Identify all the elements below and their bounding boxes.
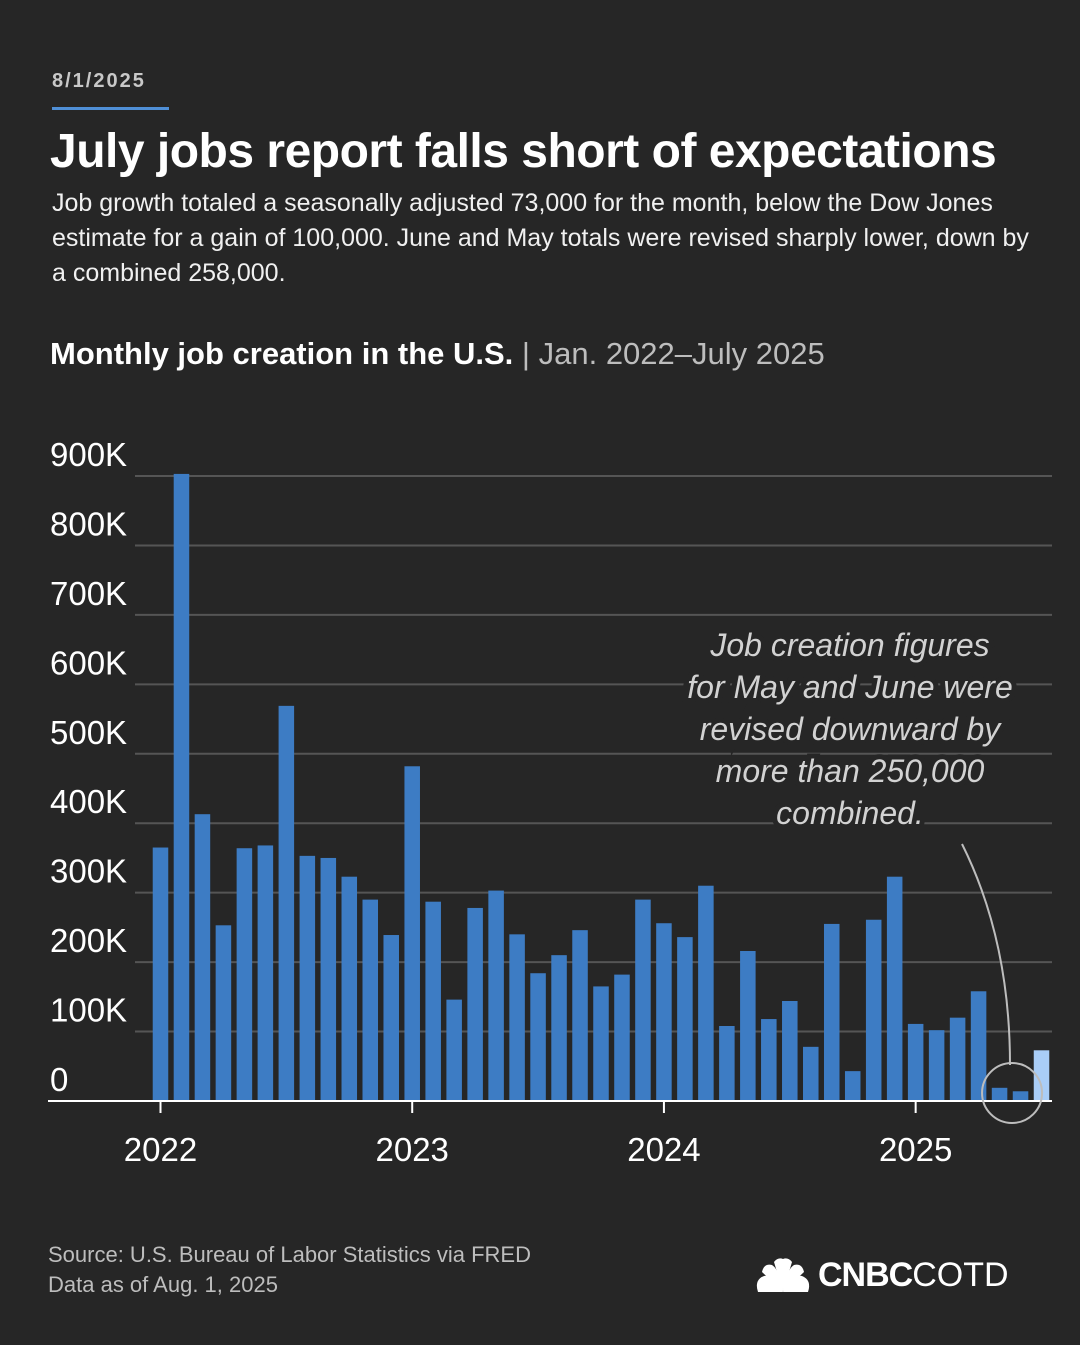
y-tick-label: 0 <box>50 1061 68 1098</box>
bar-nov-2022: Nov 2022: 290,000 <box>362 899 379 1101</box>
page-title: July jobs report falls short of expectat… <box>50 125 997 178</box>
bar-sep-2023: Sep 2023: 246,000 <box>572 930 588 1101</box>
x-tick-label: 2022 <box>124 1131 197 1168</box>
bar-feb-2023: Feb 2023: 287,000 <box>425 901 441 1101</box>
chart-date-range: Jan. 2022–July 2025 <box>538 336 825 371</box>
bar-may-2022: May 2022: 364,000 <box>236 848 253 1101</box>
y-tick-label: 100K <box>50 992 127 1029</box>
chart-title: Monthly job creation in the U.S. <box>50 336 514 371</box>
bar-oct-2023: Oct 2023: 165,000 <box>593 986 609 1101</box>
y-tick-label: 400K <box>50 783 127 820</box>
annotation-connector <box>961 843 1011 1066</box>
data-as-of: Data as of Aug. 1, 2025 <box>48 1272 278 1297</box>
annotation-circle <box>981 1062 1044 1124</box>
bar-jan-2022: Jan 2022: 365,000 <box>152 847 169 1101</box>
annotation-text-line: for May and June were <box>687 669 1013 705</box>
bar-mar-2024: Mar 2024: 310,000 <box>698 885 714 1101</box>
bar-jun-2023: Jun 2023: 240,000 <box>509 934 525 1101</box>
bar-feb-2022: Feb 2022: 903,000 <box>173 473 190 1102</box>
bar-jan-2023: Jan 2023: 482,000 <box>404 766 420 1101</box>
y-tick-label: 600K <box>50 644 127 681</box>
bar-jun-2022: Jun 2022: 368,000 <box>257 845 274 1101</box>
bar-mar-2022: Mar 2022: 413,000 <box>194 814 211 1101</box>
bars: Jan 2022: 365,000Feb 2022: 903,000Mar 20… <box>152 473 1050 1102</box>
bar-may-2024: May 2024: 216,000 <box>740 951 756 1101</box>
bar-dec-2023: Dec 2023: 290,000 <box>635 899 651 1101</box>
y-tick-label: 700K <box>50 575 127 612</box>
y-tick-label: 900K <box>50 436 127 473</box>
annotation-group: Job creation figures for May and June wer… <box>682 622 1044 1124</box>
jobs-bar-chart: 0 100K 200K 300K 400K 500K 600K 700K 800K 900K Ja… <box>48 436 1052 1168</box>
bar-nov-2024: Nov 2024: 261,000 <box>865 919 882 1101</box>
brand-cotd: COTD <box>912 1256 1009 1294</box>
annotation-text-line: more than 250,000 <box>716 753 985 789</box>
bar-dec-2022: Dec 2022: 239,000 <box>383 935 399 1101</box>
bar-mar-2025: Mar 2025: 120,000 <box>949 1017 966 1101</box>
bar-apr-2022: Apr 2022: 253,000 <box>215 925 232 1101</box>
brand-logo: CNBC COTD <box>752 1256 1009 1295</box>
bar-may-2025: May 2025: 19,000 <box>991 1087 1008 1101</box>
bar-feb-2025: Feb 2025: 102,000 <box>928 1030 945 1101</box>
bar-jul-2024: Jul 2024: 144,000 <box>782 1001 798 1101</box>
report-date: 8/1/2025 <box>52 70 146 92</box>
annotation-text-line: Job creation figures <box>709 627 989 663</box>
bar-apr-2025: Apr 2025: 158,000 <box>970 991 987 1101</box>
bar-jul-2023: Jul 2023: 184,000 <box>530 973 546 1101</box>
annotation-text-line: revised downward by <box>700 711 1003 747</box>
bar-aug-2023: Aug 2023: 210,000 <box>551 955 567 1101</box>
x-tick-label: 2025 <box>879 1131 952 1168</box>
source-text: Source: U.S. Bureau of Labor Statistics … <box>48 1242 531 1267</box>
bar-jan-2025: Jan 2025: 111,000 <box>907 1023 924 1101</box>
y-tick-label: 800K <box>50 505 127 542</box>
annotation-text-line: combined. <box>776 795 924 831</box>
date-underline <box>52 107 169 110</box>
nbc-peacock-icon <box>756 1257 810 1292</box>
bar-jul-2022: Jul 2022: 569,000 <box>278 705 295 1101</box>
x-tick-label: 2024 <box>627 1131 700 1168</box>
chart-title-separator: | <box>521 336 530 371</box>
bar-jul-2025: Jul 2025: 73,000 <box>1033 1050 1050 1101</box>
bar-feb-2024: Feb 2024: 236,000 <box>677 937 693 1101</box>
source-note: Source: U.S. Bureau of Labor Statistics … <box>48 1240 531 1300</box>
y-tick-label: 500K <box>50 714 127 751</box>
bar-aug-2022: Aug 2022: 353,000 <box>299 855 316 1101</box>
y-axis-ticks: 0 100K 200K 300K 400K 500K 600K 700K 800K 900K <box>50 436 127 1098</box>
bar-dec-2024: Dec 2024: 323,000 <box>886 876 903 1101</box>
bar-apr-2024: Apr 2024: 108,000 <box>719 1026 735 1101</box>
chart-heading: Monthly job creation in the U.S. | Jan. … <box>50 336 825 372</box>
bar-may-2023: May 2023: 303,000 <box>488 890 504 1101</box>
bar-jan-2024: Jan 2024: 256,000 <box>656 923 672 1101</box>
bar-jun-2025: Jun 2025: 14,000 <box>1012 1091 1029 1101</box>
bar-oct-2024: Oct 2024: 43,000 <box>844 1071 861 1101</box>
bar-jun-2024: Jun 2024: 118,000 <box>761 1019 777 1101</box>
bar-sep-2022: Sep 2022: 350,000 <box>320 857 337 1101</box>
x-tick-label: 2023 <box>375 1131 448 1168</box>
summary-text: Job growth totaled a seasonally adjusted… <box>52 189 1029 287</box>
bar-mar-2023: Mar 2023: 146,000 <box>446 999 462 1101</box>
bar-nov-2023: Nov 2023: 182,000 <box>614 974 630 1101</box>
bar-apr-2023: Apr 2023: 278,000 <box>467 907 483 1101</box>
y-tick-label: 300K <box>50 853 127 890</box>
bar-sep-2024: Sep 2024: 255,000 <box>823 923 840 1101</box>
bar-oct-2022: Oct 2022: 323,000 <box>341 876 358 1101</box>
brand-cnbc: CNBC <box>818 1256 913 1294</box>
y-tick-label: 200K <box>50 922 127 959</box>
bar-aug-2024: Aug 2024: 78,000 <box>803 1046 819 1101</box>
x-axis-ticks: 2022 2023 2024 2025 <box>124 1101 952 1168</box>
